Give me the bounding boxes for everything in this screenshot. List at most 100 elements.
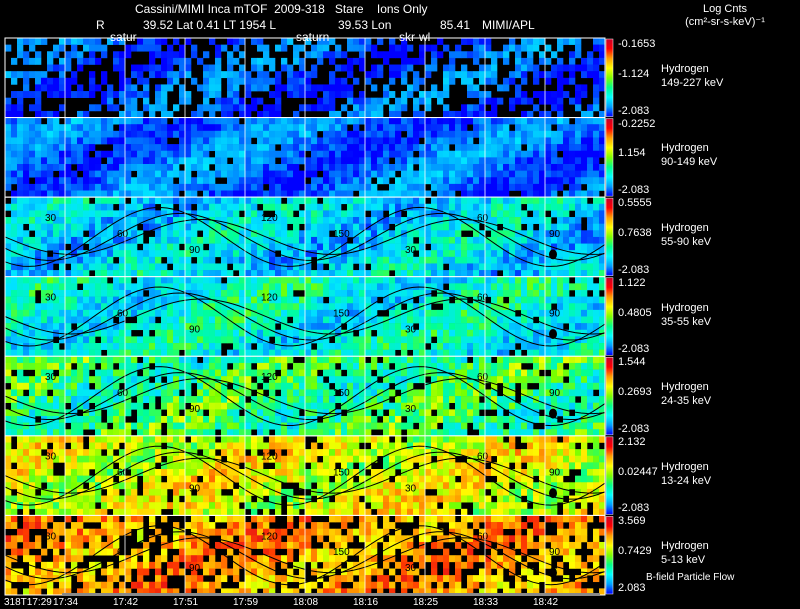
heatmap-cell: [353, 415, 360, 423]
heatmap-cell: [509, 303, 516, 311]
heatmap-cell: [233, 157, 240, 165]
heatmap-cell: [347, 157, 354, 165]
heatmap-cell: [287, 38, 294, 45]
heatmap-cell: [173, 389, 180, 397]
heatmap-cell: [455, 110, 462, 118]
heatmap-cell: [257, 137, 264, 145]
heatmap-cell: [47, 57, 54, 65]
heatmap-cell: [359, 250, 366, 258]
heatmap-cell: [17, 91, 24, 98]
heatmap-cell: [149, 243, 156, 251]
heatmap-cell: [239, 243, 246, 251]
heatmap-cell: [431, 402, 438, 410]
heatmap-cell: [587, 124, 594, 132]
heatmap-cell: [71, 263, 78, 271]
heatmap-cell: [275, 210, 282, 218]
heatmap-cell: [509, 270, 516, 278]
heatmap-cell: [317, 223, 324, 231]
heatmap-cell: [197, 389, 204, 397]
heatmap-cell: [485, 343, 492, 350]
heatmap-cell: [383, 57, 390, 65]
heatmap-cell: [287, 389, 294, 397]
heatmap-cell: [317, 84, 324, 92]
heatmap-cell: [455, 336, 462, 344]
heatmap-cell: [269, 343, 276, 350]
heatmap-cell: [551, 183, 558, 191]
heatmap-cell: [359, 349, 366, 357]
heatmap-cell: [167, 396, 174, 403]
heatmap-cell: [323, 144, 330, 152]
heatmap-cell: [533, 336, 540, 344]
heatmap-cell: [23, 144, 30, 152]
heatmap-cell: [461, 170, 468, 178]
heatmap-cell: [101, 362, 108, 370]
heatmap-cell: [149, 349, 156, 357]
heatmap-cell: [41, 343, 48, 350]
heatmap-cell: [227, 356, 234, 364]
heatmap-cell: [35, 217, 42, 224]
heatmap-cell: [233, 296, 240, 304]
heatmap-cell: [179, 57, 186, 65]
heatmap-cell: [173, 71, 180, 79]
heatmap-cell: [107, 336, 114, 344]
heatmap-cell: [455, 382, 462, 390]
heatmap-cell: [245, 356, 252, 364]
heatmap-cell: [359, 236, 366, 244]
heatmap-cell: [95, 422, 102, 430]
heatmap-cell: [539, 177, 546, 185]
heatmap-cell: [119, 336, 126, 344]
heatmap-cell: [161, 150, 168, 158]
heatmap-cell: [419, 183, 426, 191]
heatmap-cell: [59, 137, 66, 145]
heatmap-cell: [479, 210, 486, 218]
heatmap-cell: [365, 190, 372, 198]
heatmap-cell: [515, 270, 522, 278]
heatmap-cell: [467, 256, 474, 264]
heatmap-cell: [65, 283, 72, 291]
heatmap-cell: [509, 97, 516, 105]
heatmap-cell: [323, 243, 330, 251]
heatmap-cell: [275, 44, 282, 52]
heatmap-cell: [203, 190, 210, 198]
heatmap-cell: [437, 429, 444, 437]
heatmap-cell: [257, 57, 264, 65]
heatmap-cell: [413, 402, 420, 410]
heatmap-cell: [245, 137, 252, 145]
heatmap-cell: [155, 250, 162, 258]
heatmap-cell: [113, 369, 120, 377]
heatmap-cell: [341, 190, 348, 198]
heatmap-cell: [137, 362, 144, 370]
heatmap-cell: [47, 203, 54, 211]
heatmap-cell: [359, 104, 366, 112]
heatmap-cell: [425, 64, 432, 72]
heatmap-cell: [581, 170, 588, 178]
heatmap-cell: [125, 270, 132, 278]
heatmap-cell: [107, 303, 114, 311]
heatmap-cell: [143, 283, 150, 291]
heatmap-cell: [341, 289, 348, 297]
heatmap-cell: [299, 144, 306, 152]
heatmap-cell: [563, 177, 570, 185]
heatmap-cell: [215, 270, 222, 278]
heatmap-cell: [467, 402, 474, 410]
heatmap-cell: [437, 263, 444, 271]
heatmap-cell: [359, 362, 366, 370]
heatmap-cell: [461, 329, 468, 337]
heatmap-cell: [197, 117, 204, 125]
heatmap-cell: [371, 71, 378, 79]
heatmap-cell: [299, 210, 306, 218]
heatmap-cell: [509, 250, 516, 258]
heatmap-cell: [449, 316, 456, 324]
heatmap-cell: [377, 329, 384, 337]
heatmap-cell: [5, 117, 12, 125]
heatmap-cell: [521, 296, 528, 304]
heatmap-cell: [557, 256, 564, 264]
heatmap-cell: [281, 177, 288, 185]
heatmap-cell: [221, 402, 228, 410]
heatmap-cell: [311, 323, 318, 331]
heatmap-cell: [287, 256, 294, 264]
heatmap-cell: [155, 270, 162, 278]
heatmap-cell: [383, 203, 390, 211]
heatmap-cell: [401, 197, 408, 205]
heatmap-cell: [71, 276, 78, 284]
